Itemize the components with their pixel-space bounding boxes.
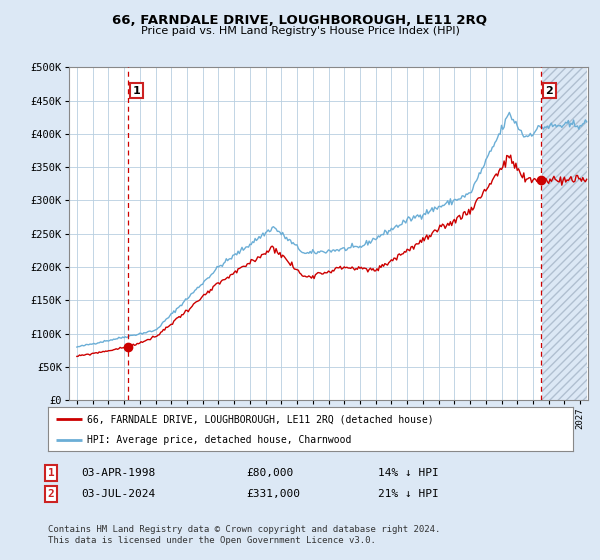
- Text: 03-APR-1998: 03-APR-1998: [81, 468, 155, 478]
- Text: 14% ↓ HPI: 14% ↓ HPI: [378, 468, 439, 478]
- Text: £80,000: £80,000: [246, 468, 293, 478]
- Text: Contains HM Land Registry data © Crown copyright and database right 2024.
This d: Contains HM Land Registry data © Crown c…: [48, 525, 440, 545]
- Text: 03-JUL-2024: 03-JUL-2024: [81, 489, 155, 499]
- Text: 2: 2: [47, 489, 55, 499]
- Text: £331,000: £331,000: [246, 489, 300, 499]
- Text: HPI: Average price, detached house, Charnwood: HPI: Average price, detached house, Char…: [88, 435, 352, 445]
- Text: 1: 1: [47, 468, 55, 478]
- Text: 1: 1: [133, 86, 140, 96]
- Text: Price paid vs. HM Land Registry's House Price Index (HPI): Price paid vs. HM Land Registry's House …: [140, 26, 460, 36]
- Text: 66, FARNDALE DRIVE, LOUGHBOROUGH, LE11 2RQ (detached house): 66, FARNDALE DRIVE, LOUGHBOROUGH, LE11 2…: [88, 414, 434, 424]
- Text: 2: 2: [545, 86, 553, 96]
- Text: 66, FARNDALE DRIVE, LOUGHBOROUGH, LE11 2RQ: 66, FARNDALE DRIVE, LOUGHBOROUGH, LE11 2…: [113, 14, 487, 27]
- Text: 21% ↓ HPI: 21% ↓ HPI: [378, 489, 439, 499]
